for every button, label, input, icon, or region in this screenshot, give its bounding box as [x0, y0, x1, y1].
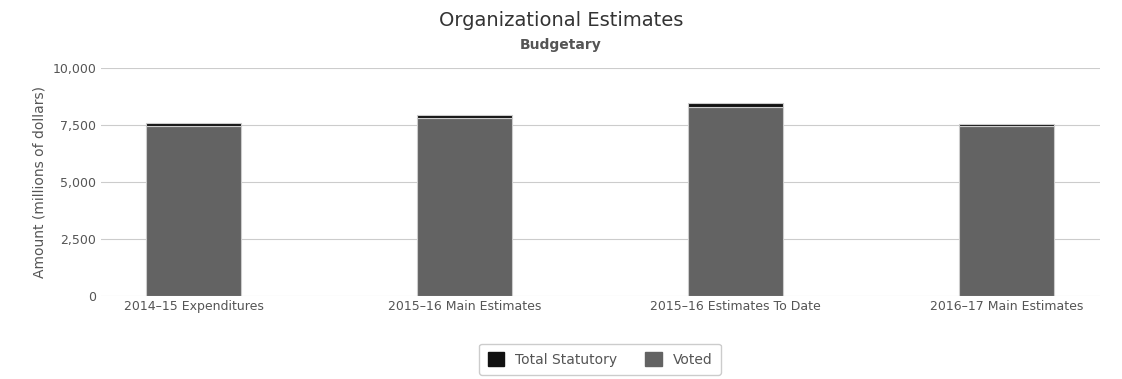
Bar — [417, 115, 513, 118]
Bar — [146, 125, 241, 296]
Bar — [146, 123, 241, 125]
Legend: Total Statutory, Voted: Total Statutory, Voted — [479, 344, 721, 375]
Bar — [688, 107, 783, 296]
Bar — [959, 124, 1055, 127]
Text: Budgetary: Budgetary — [521, 38, 601, 52]
Bar — [417, 118, 513, 296]
Bar — [959, 127, 1055, 296]
Text: Organizational Estimates: Organizational Estimates — [439, 11, 683, 30]
Bar — [688, 103, 783, 107]
Y-axis label: Amount (millions of dollars): Amount (millions of dollars) — [33, 86, 47, 278]
